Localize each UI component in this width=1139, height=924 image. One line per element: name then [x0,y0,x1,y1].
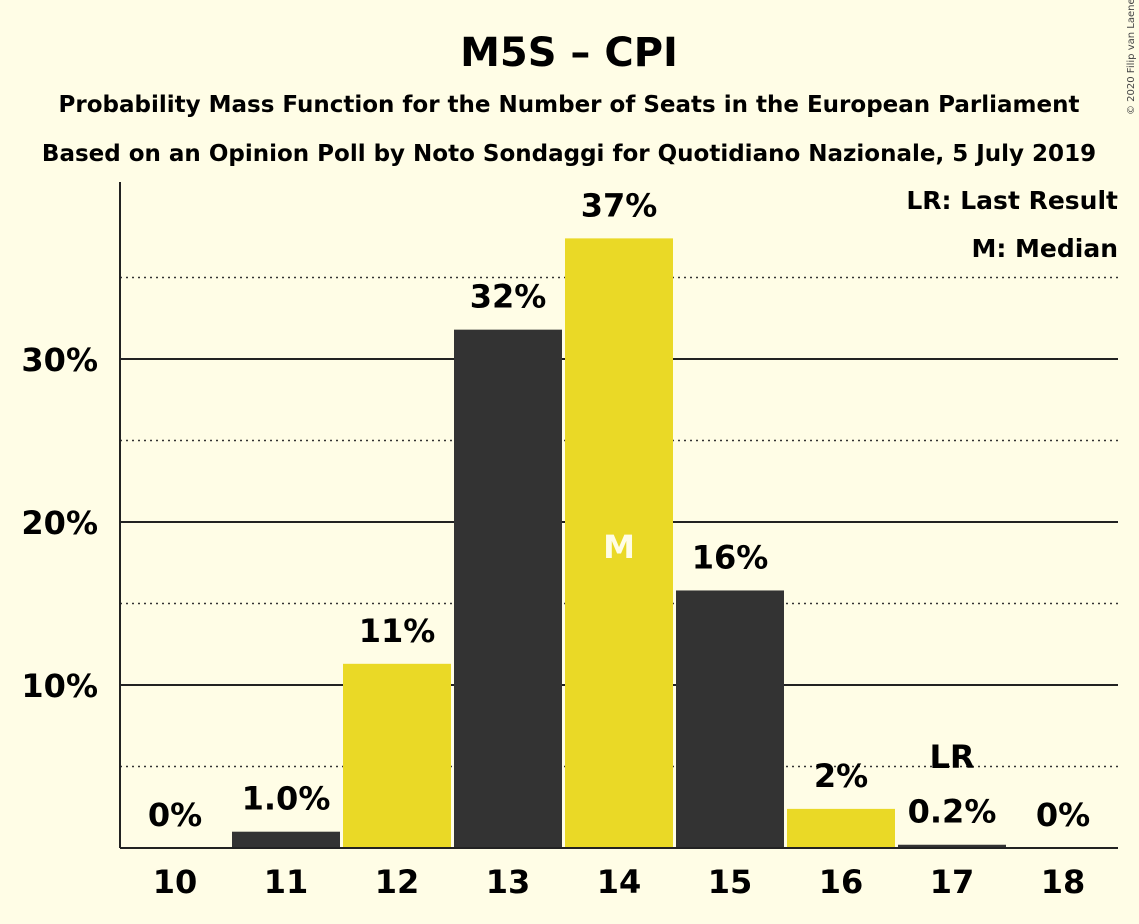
bar [787,808,895,848]
bar [565,238,673,848]
median-marker: M [603,528,635,566]
y-tick-label: 10% [21,667,98,705]
value-label: 11% [359,612,436,650]
x-tick-label: 11 [264,863,309,901]
chart-subtitle: Probability Mass Function for the Number… [59,92,1080,118]
bar [232,831,340,848]
last-result-marker: LR [929,738,974,776]
y-tick-label: 20% [21,504,98,542]
x-tick-label: 13 [486,863,531,901]
copyright: © 2020 Filip van Laenen [1126,0,1137,115]
value-label: 37% [581,186,658,224]
axes [119,182,1118,849]
bar [898,844,1006,848]
chart-title: M5S – CPI [460,30,678,76]
value-label: 0% [148,796,202,834]
x-tick-label: 15 [708,863,753,901]
x-tick-label: 16 [819,863,864,901]
chart-subtitle-2: Based on an Opinion Poll by Noto Sondagg… [42,141,1096,167]
x-tick-label: 10 [153,863,198,901]
bar [676,590,784,848]
y-tick-label: 30% [21,341,98,379]
bars [232,238,1006,848]
value-label: 32% [470,278,547,316]
x-tick-label: 12 [375,863,420,901]
value-label: 1.0% [242,780,331,818]
labels: 10% 20% 30% 10 0% 11 1.0% 12 11% 13 32% 14 37% 15 16% 1… [21,186,1090,901]
value-label: 0% [1036,796,1090,834]
x-tick-label: 18 [1041,863,1086,901]
value-label: 16% [692,538,769,576]
legend-median: M: Median [971,234,1118,263]
bar [343,663,451,848]
value-label: 2% [814,757,868,795]
legend-last-result: LR: Last Result [906,186,1118,215]
value-label: 0.2% [908,793,997,831]
bar [454,329,562,848]
x-tick-label: 14 [597,863,642,901]
x-tick-label: 17 [930,863,975,901]
